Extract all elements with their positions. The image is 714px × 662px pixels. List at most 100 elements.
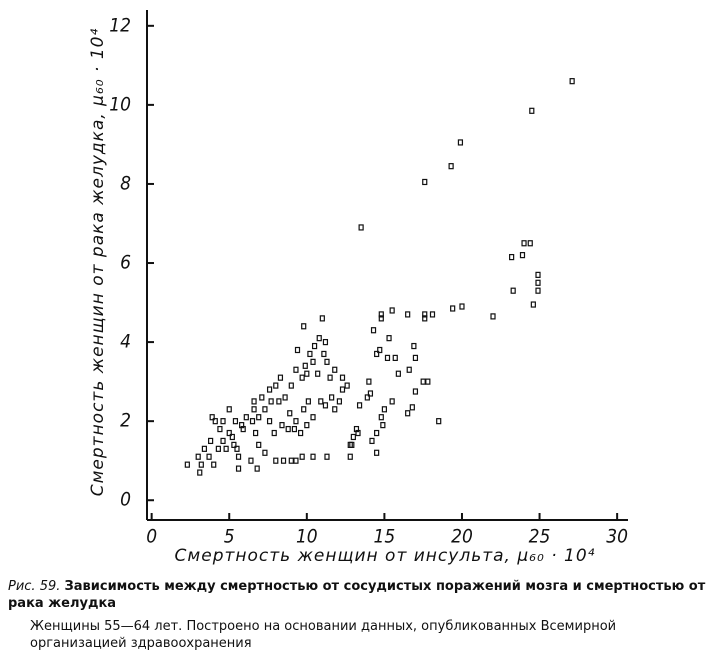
point bbox=[215, 445, 221, 452]
point bbox=[299, 453, 305, 460]
point bbox=[298, 429, 304, 437]
point bbox=[358, 224, 364, 231]
point bbox=[366, 378, 372, 385]
point bbox=[266, 386, 273, 393]
point bbox=[450, 305, 456, 312]
point bbox=[412, 354, 419, 362]
point bbox=[457, 139, 464, 146]
x-axis-label: Смертность женщин от инсульта, μ₆₀ · 10⁴ bbox=[175, 546, 596, 566]
point bbox=[448, 163, 454, 170]
point bbox=[288, 457, 294, 464]
point bbox=[231, 441, 237, 448]
point bbox=[329, 394, 335, 401]
point bbox=[324, 358, 330, 365]
point bbox=[392, 354, 398, 362]
point bbox=[370, 327, 377, 334]
point bbox=[282, 394, 288, 401]
point bbox=[374, 449, 380, 456]
point bbox=[422, 311, 428, 318]
point bbox=[384, 354, 391, 362]
point bbox=[420, 378, 426, 385]
y-tick-label: 6 bbox=[120, 252, 131, 274]
point bbox=[279, 422, 285, 429]
point bbox=[226, 406, 232, 413]
point bbox=[386, 335, 392, 342]
point bbox=[268, 398, 274, 405]
figure-number: Рис. 59. bbox=[8, 579, 61, 594]
point bbox=[276, 398, 282, 405]
point bbox=[422, 315, 428, 322]
point bbox=[322, 402, 329, 409]
point bbox=[280, 457, 287, 464]
point bbox=[271, 429, 277, 437]
point bbox=[519, 252, 526, 259]
point bbox=[223, 445, 229, 452]
point bbox=[569, 78, 575, 85]
point bbox=[307, 350, 313, 358]
point bbox=[381, 406, 387, 413]
point bbox=[259, 394, 265, 401]
point bbox=[248, 457, 254, 464]
point bbox=[304, 370, 310, 377]
point bbox=[253, 429, 259, 437]
point bbox=[305, 398, 311, 405]
point bbox=[310, 414, 316, 421]
point bbox=[355, 429, 361, 437]
point bbox=[217, 425, 223, 433]
point bbox=[322, 338, 329, 346]
point bbox=[350, 433, 356, 441]
point bbox=[339, 386, 346, 393]
point bbox=[347, 453, 353, 460]
point bbox=[406, 366, 412, 373]
point bbox=[429, 311, 436, 318]
point bbox=[184, 461, 190, 468]
point bbox=[510, 287, 516, 294]
point bbox=[380, 422, 386, 429]
point bbox=[374, 429, 380, 437]
point bbox=[235, 453, 242, 460]
point bbox=[527, 240, 533, 247]
x-tick-label: 20 bbox=[451, 526, 473, 548]
point bbox=[310, 358, 316, 365]
point bbox=[425, 378, 431, 385]
y-tick-label: 8 bbox=[120, 172, 131, 194]
point bbox=[378, 414, 384, 421]
point bbox=[509, 253, 515, 261]
point bbox=[301, 406, 307, 413]
point bbox=[249, 418, 256, 425]
point bbox=[316, 335, 322, 342]
point bbox=[336, 398, 342, 405]
point bbox=[291, 425, 298, 433]
x-tick-label: 5 bbox=[224, 526, 235, 548]
point bbox=[530, 301, 536, 308]
point bbox=[339, 374, 346, 381]
point bbox=[251, 398, 257, 405]
point bbox=[293, 457, 299, 464]
point bbox=[299, 374, 305, 381]
point bbox=[273, 382, 279, 389]
point bbox=[364, 394, 370, 401]
point bbox=[195, 453, 201, 460]
point bbox=[389, 307, 395, 314]
point bbox=[294, 346, 301, 354]
point bbox=[235, 465, 242, 472]
point bbox=[310, 453, 316, 460]
point bbox=[409, 404, 415, 411]
y-tick-label: 4 bbox=[120, 331, 131, 353]
x-tick-label: 30 bbox=[606, 526, 628, 548]
point bbox=[377, 346, 383, 354]
point bbox=[535, 287, 541, 294]
point bbox=[243, 414, 249, 421]
point bbox=[356, 402, 363, 409]
point bbox=[273, 457, 279, 464]
point bbox=[347, 441, 353, 448]
point bbox=[378, 315, 384, 322]
point bbox=[321, 350, 327, 358]
point bbox=[490, 313, 496, 320]
caption: Рис. 59. Зависимость между смертностью о… bbox=[8, 578, 708, 658]
point bbox=[229, 433, 235, 441]
y-tick-label: 12 bbox=[109, 14, 131, 36]
point bbox=[212, 418, 218, 425]
point bbox=[405, 410, 411, 417]
y-axis-label: Смертность женщин от рака желудка, μ₆₀ ·… bbox=[88, 28, 108, 497]
